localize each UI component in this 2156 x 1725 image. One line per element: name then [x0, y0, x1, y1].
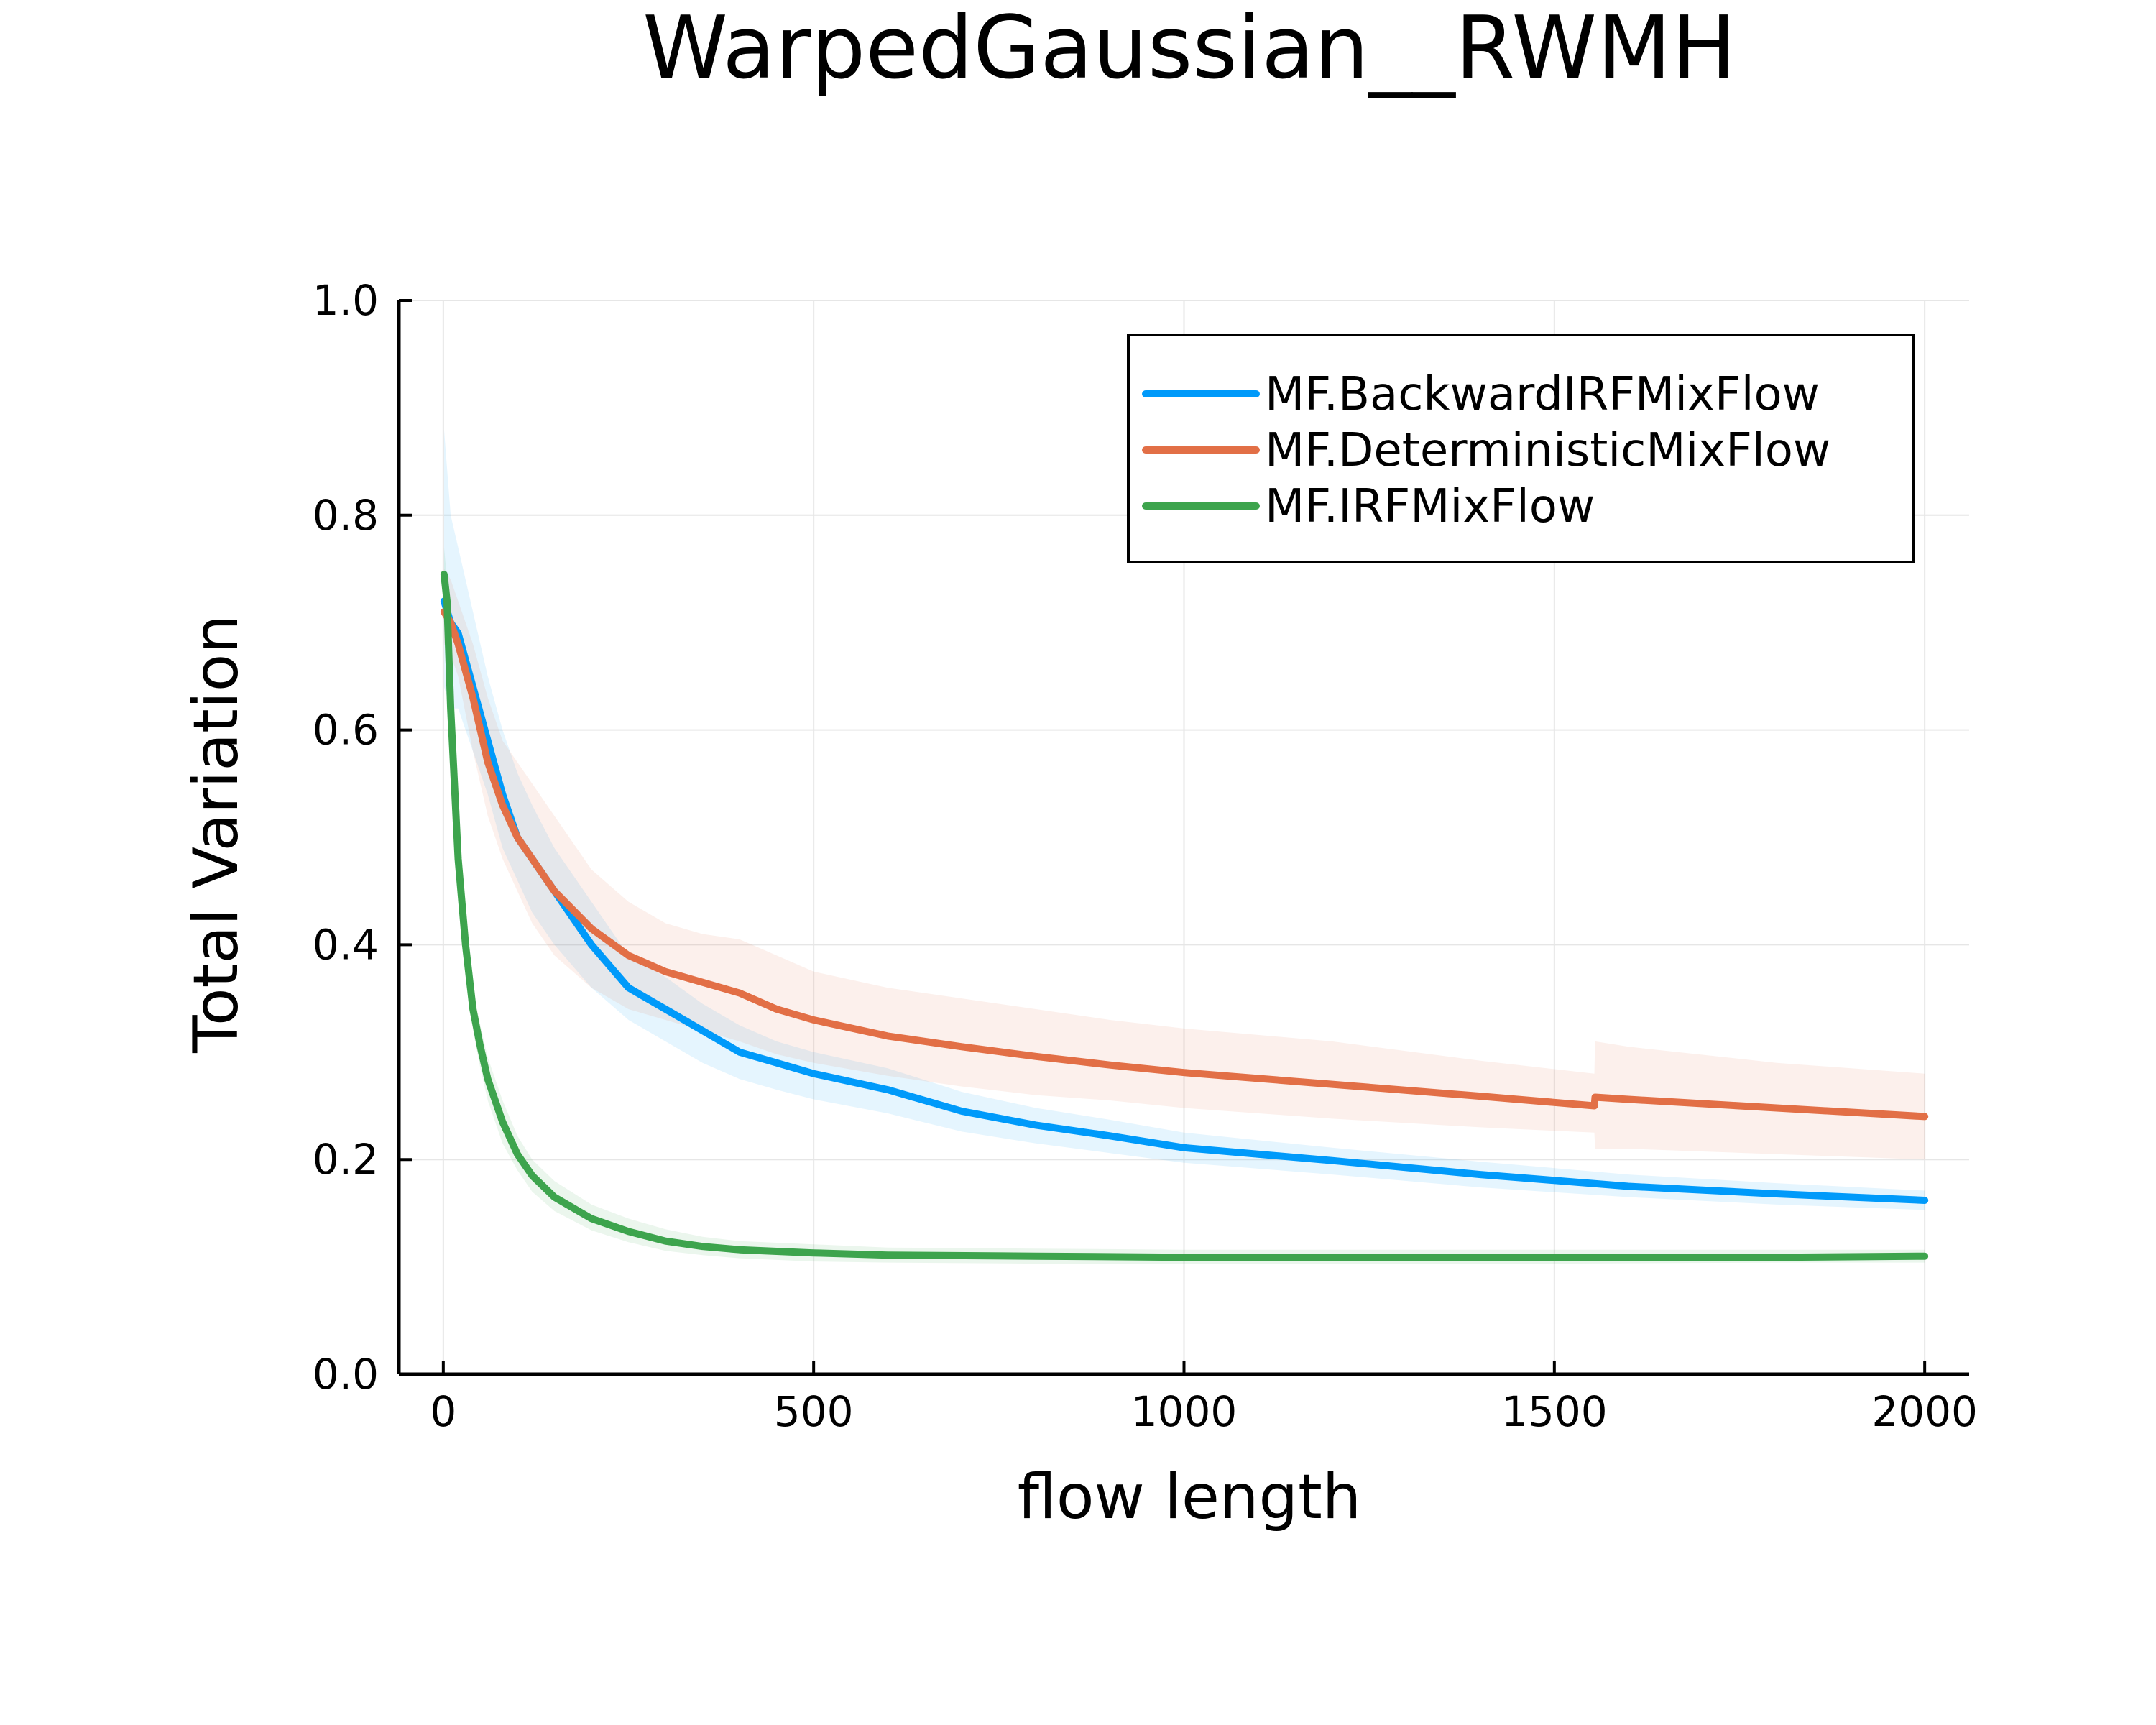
- band-layer: [443, 429, 1925, 1264]
- x-axis-title: flow length: [1018, 1461, 1362, 1533]
- band-series-1: [443, 569, 1925, 1160]
- y-tick-label-4: 0.8: [313, 491, 379, 540]
- y-tick-label-5: 1.0: [313, 276, 379, 325]
- chart-title: WarpedGaussian__RWMH: [642, 0, 1736, 98]
- legend-label-0: MF.BackwardIRFMixFlow: [1265, 368, 1820, 421]
- legend: MF.BackwardIRFMixFlowMF.DeterministicMix…: [1127, 334, 1915, 564]
- y-tick-label-0: 0.0: [313, 1350, 379, 1399]
- x-tick-label-1: 500: [774, 1387, 854, 1436]
- line-series-1: [440, 608, 1929, 1121]
- x-tick-label-4: 2000: [1871, 1387, 1978, 1436]
- y-axis-title: Total Variation: [180, 615, 252, 1054]
- tick-layer: 0 500 1000 1500 2000 0.0 0.2 0.4 0.6 0.8 1.0: [313, 276, 1978, 1436]
- x-tick-label-0: 0: [430, 1387, 456, 1436]
- y-tick-label-2: 0.4: [313, 920, 379, 969]
- y-tick-label-1: 0.2: [313, 1135, 379, 1184]
- x-tick-label-3: 1500: [1501, 1387, 1608, 1436]
- legend-label-2: MF.IRFMixFlow: [1265, 480, 1595, 533]
- line-series-2: [440, 571, 1929, 1261]
- legend-label-1: MF.DeterministicMixFlow: [1265, 424, 1830, 477]
- line-series-0: [440, 597, 1929, 1204]
- y-tick-label-3: 0.6: [313, 706, 379, 755]
- x-tick-label-2: 1000: [1131, 1387, 1238, 1436]
- line-layer: [440, 571, 1929, 1261]
